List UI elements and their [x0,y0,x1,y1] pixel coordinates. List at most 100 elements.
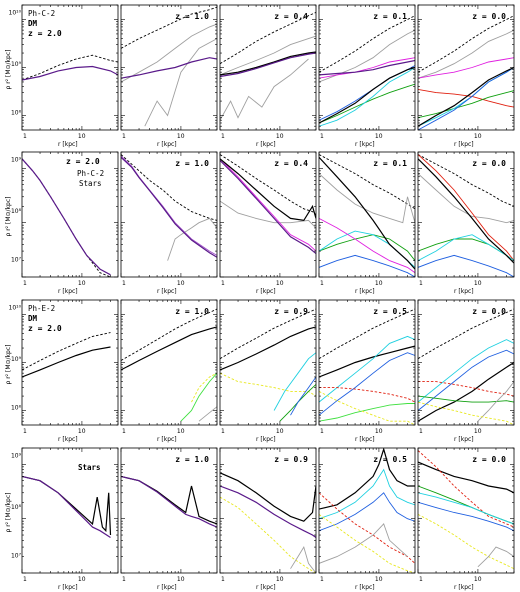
series-line [319,234,415,261]
series-line [220,51,316,76]
y-axis-label: ρ r² [M⊙/kpc] [5,345,12,385]
redshift-label: z = 1.0 [175,12,209,21]
y-tick-label: 10⁹ [11,61,22,68]
series-line [418,66,514,127]
series-group [220,154,316,255]
series-line [319,492,415,532]
y-tick-label: 10⁸ [11,110,22,117]
x-tick-label: 1 [23,133,27,140]
x-axis-label: r [kpc] [454,288,474,295]
series-line [418,401,514,425]
series-group [121,308,217,422]
x-tick-label: 10 [78,428,86,435]
y-tick-label: 10⁸ [11,405,22,412]
series-line [418,88,514,108]
simulation-label: Ph-E-2 [28,304,55,313]
x-tick-label: 10 [177,133,185,140]
redshift-label: z = 2.0 [66,157,100,166]
y-tick-label: 10⁹ [11,356,22,363]
series-line [121,23,217,83]
series-line [167,217,217,261]
series-line [220,11,316,65]
series-line [319,218,415,274]
x-axis-label: r [kpc] [58,288,78,295]
series-line [418,15,514,73]
y-tick-label: 10¹⁰ [9,10,22,17]
x-tick-label: 1 [122,133,126,140]
series-line [418,90,514,119]
series-line [418,154,514,261]
x-tick-label: 10 [474,133,482,140]
series-line [121,155,217,256]
redshift-label: z = 1.0 [175,159,209,168]
series-line [418,173,514,224]
redshift-label: z = 0.1 [373,12,407,21]
panel: 1 10r [kpc] z = 1.0 [120,447,218,591]
series-line [418,57,514,79]
y-tick-label: 10⁷ [11,257,22,264]
series-line [418,361,514,422]
x-axis-label: r [kpc] [355,288,375,295]
x-tick-label: 10 [78,576,86,583]
x-tick-label: 1 [419,280,423,287]
y-tick-label: 10⁸ [11,208,22,215]
series-line [418,67,514,130]
panel-frame [219,447,317,574]
panel-frame [318,447,416,574]
x-tick-label: 1 [320,428,324,435]
series-line [290,545,316,573]
series-group [220,308,316,422]
x-axis-label: r [kpc] [157,436,177,443]
x-axis-label: r [kpc] [157,141,177,148]
x-tick-label: 1 [221,576,225,583]
x-tick-label: 10 [375,280,383,287]
series-group [220,472,316,573]
x-tick-label: 10 [276,280,284,287]
series-line [220,58,309,121]
panel-frame [318,151,416,278]
series-line [121,326,217,371]
x-tick-label: 1 [419,428,423,435]
x-tick-label: 10 [78,280,86,287]
panel: 1 10r [kpc] z = 0.9 [219,447,317,591]
series-group [22,54,118,81]
panel-frame [417,299,515,426]
panel-frame [318,299,416,426]
series-line [121,475,217,528]
series-line [220,159,316,255]
panel-frame [21,447,119,574]
series-group [220,11,316,121]
panel: 1 10r [kpc] z = 0.4 [219,4,317,148]
x-tick-label: 10 [375,133,383,140]
x-tick-label: 1 [122,280,126,287]
panel: 1 10r [kpc] z = 0.1 [318,151,416,295]
series-line [477,546,514,568]
series-line [22,475,111,539]
series-line [418,514,514,570]
y-tick-label: 10⁹ [11,157,22,164]
y-tick-label: 10⁷ [11,553,22,560]
series-line [273,352,316,411]
x-tick-label: 1 [221,428,225,435]
panel: 1 10r [kpc] z = 1.0 [120,299,218,443]
redshift-label: z = 0.4 [274,12,308,21]
series-line [319,345,415,378]
x-tick-label: 10 [375,428,383,435]
series-line [319,156,415,270]
series-group [319,308,415,425]
y-tick-label: 10¹⁰ [9,305,22,312]
series-line [418,254,514,277]
series-line [121,6,217,49]
series-line [418,154,514,207]
x-tick-label: 10 [375,576,383,583]
x-axis-label: r [kpc] [454,436,474,443]
series-line [418,450,514,528]
component-label: DM [28,314,38,323]
x-axis-label: r [kpc] [256,141,276,148]
series-line [319,514,415,573]
panel-frame [120,447,218,574]
x-tick-label: 1 [320,133,324,140]
x-axis-label: r [kpc] [454,141,474,148]
series-group [319,15,415,127]
